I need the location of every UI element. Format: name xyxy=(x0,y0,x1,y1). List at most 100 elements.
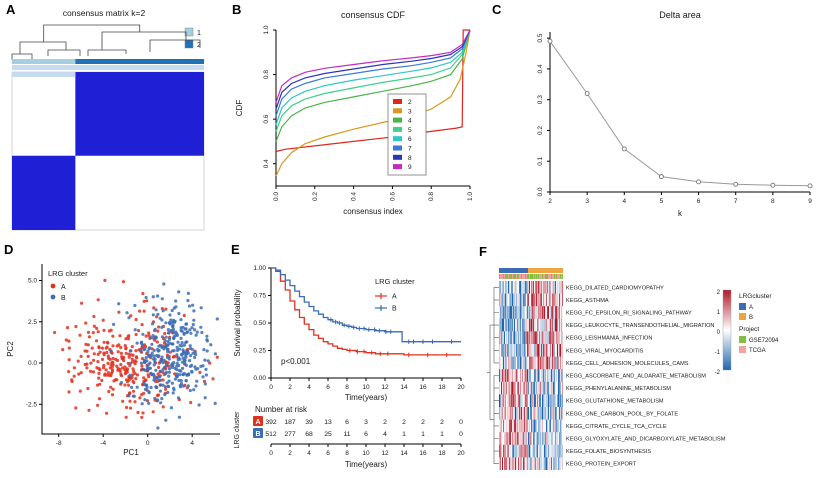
svg-text:8: 8 xyxy=(771,198,775,205)
svg-text:6: 6 xyxy=(326,450,330,457)
svg-text:KEGG_LEISHMANIA_INFECTION: KEGG_LEISHMANIA_INFECTION xyxy=(566,336,652,342)
consensus-cdf-plot: consensus CDF 0.4 0.6 0.8 1.0 0.0 0.2 0.4 0.6 0.8… xyxy=(235,10,474,216)
svg-text:4: 4 xyxy=(383,431,387,438)
svg-text:0: 0 xyxy=(269,384,273,391)
svg-text:KEGG_PROTEIN_EXPORT: KEGG_PROTEIN_EXPORT xyxy=(566,462,637,468)
svg-text:2.5: 2.5 xyxy=(28,319,37,326)
svg-text:0.8: 0.8 xyxy=(428,192,435,201)
svg-text:2: 2 xyxy=(440,419,444,426)
svg-text:consensus CDF: consensus CDF xyxy=(341,10,406,20)
svg-text:KEGG_ASCORBATE_AND_ALDARATE_ME: KEGG_ASCORBATE_AND_ALDARATE_METABOLISM xyxy=(566,374,706,380)
svg-text:12: 12 xyxy=(381,384,389,391)
svg-text:2: 2 xyxy=(288,384,292,391)
svg-text:B: B xyxy=(61,295,66,302)
svg-text:5: 5 xyxy=(408,127,412,134)
svg-text:KEGG_GLYOXYLATE_AND_DICARBOXYL: KEGG_GLYOXYLATE_AND_DICARBOXYLATE_METABO… xyxy=(566,437,726,443)
svg-text:18: 18 xyxy=(438,384,446,391)
svg-text:0.2: 0.2 xyxy=(312,192,319,201)
svg-text:6: 6 xyxy=(364,431,368,438)
svg-text:5.0: 5.0 xyxy=(28,278,37,285)
svg-text:9: 9 xyxy=(408,164,412,171)
svg-text:12: 12 xyxy=(381,450,389,457)
svg-text:187: 187 xyxy=(284,419,296,426)
svg-text:0.1: 0.1 xyxy=(537,156,544,165)
svg-text:-2: -2 xyxy=(715,370,721,376)
svg-text:A: A xyxy=(61,284,66,291)
svg-text:1.0: 1.0 xyxy=(467,192,474,201)
svg-text:-4: -4 xyxy=(100,440,106,447)
svg-text:0.50: 0.50 xyxy=(253,320,266,327)
svg-text:6: 6 xyxy=(326,384,330,391)
svg-text:consensus index: consensus index xyxy=(343,207,403,216)
svg-text:4: 4 xyxy=(307,384,311,391)
svg-text:1: 1 xyxy=(197,30,201,37)
svg-text:4: 4 xyxy=(622,198,626,205)
svg-text:1: 1 xyxy=(402,431,406,438)
svg-text:LRG cluster: LRG cluster xyxy=(48,269,88,278)
panel-f-pathway-heatmap: F KEGG_DILATED_CARDIOMYOPATHY KEGG_ASTHMA… xyxy=(477,244,824,476)
panel-c-delta-area: C Delta area 0.0 0.1 0.2 0.3 0.4 0.5 2 3 4 5 6 7 8 9 k xyxy=(490,2,824,240)
svg-text:18: 18 xyxy=(438,450,446,457)
svg-text:KEGG_LEUKOCYTE_TRANSENDOTHELIA: KEGG_LEUKOCYTE_TRANSENDOTHELIAL_MIGRATIO… xyxy=(566,323,714,329)
svg-text:7: 7 xyxy=(408,146,412,153)
svg-text:KEGG_GLUTATHIONE_METABOLISM: KEGG_GLUTATHIONE_METABOLISM xyxy=(566,399,664,405)
panel-label-a: A xyxy=(6,2,16,17)
svg-text:-1: -1 xyxy=(715,350,721,356)
svg-text:8: 8 xyxy=(408,155,412,162)
panel-a-consensus-matrix: A consensus matrix k=2 1 2 xyxy=(4,2,228,240)
svg-text:16: 16 xyxy=(419,384,427,391)
svg-text:0.4: 0.4 xyxy=(537,64,544,73)
pathway-heatmap-canvas xyxy=(499,268,563,470)
svg-text:3: 3 xyxy=(364,419,368,426)
svg-text:A: A xyxy=(255,419,260,426)
svg-text:3: 3 xyxy=(585,198,589,205)
svg-text:14: 14 xyxy=(400,384,408,391)
svg-text:20: 20 xyxy=(457,384,465,391)
svg-text:Time(years): Time(years) xyxy=(345,393,388,402)
svg-text:0.4: 0.4 xyxy=(351,192,358,201)
svg-text:4: 4 xyxy=(408,118,412,125)
svg-text:277: 277 xyxy=(284,431,296,438)
panel-e-survival: E 0.00 0.25 0.50 0.75 1.00 0 2 4 6 8 10 12 14 16 18 20 S… xyxy=(229,242,475,476)
svg-text:LRGcluster: LRGcluster xyxy=(739,293,772,300)
svg-text:10: 10 xyxy=(362,384,370,391)
svg-text:Number at risk: Number at risk xyxy=(255,405,308,414)
panel-d-pca-scatter: D -8 -4 0 4 -2.5 0.0 2.5 5.0 PC1 PC2 LRG cluster A B xyxy=(2,242,230,476)
svg-text:0.3: 0.3 xyxy=(537,95,544,104)
svg-text:0: 0 xyxy=(459,431,463,438)
svg-text:25: 25 xyxy=(324,431,332,438)
panel-b-consensus-cdf: B consensus CDF 0.4 0.6 0.8 1.0 0.0 0.2 0.4 0.6 0… xyxy=(230,2,482,240)
svg-text:Time(years): Time(years) xyxy=(345,460,388,469)
svg-text:392: 392 xyxy=(265,419,277,426)
svg-text:8: 8 xyxy=(345,450,349,457)
svg-text:0.6: 0.6 xyxy=(263,114,270,123)
svg-text:0.75: 0.75 xyxy=(253,293,266,300)
svg-text:0: 0 xyxy=(269,450,273,457)
svg-text:consensus matrix k=2: consensus matrix k=2 xyxy=(63,8,146,18)
svg-text:0: 0 xyxy=(459,419,463,426)
svg-text:0.00: 0.00 xyxy=(253,375,266,382)
svg-text:14: 14 xyxy=(400,450,408,457)
svg-text:B: B xyxy=(749,315,753,321)
pca-scatter-plot: -8 -4 0 4 -2.5 0.0 2.5 5.0 PC1 PC2 LRG cluster AB xyxy=(6,264,220,457)
pathway-heatmap-plot: KEGG_DILATED_CARDIOMYOPATHY KEGG_ASTHMA KE… xyxy=(487,285,779,468)
svg-text:1.00: 1.00 xyxy=(253,265,266,272)
svg-text:0.6: 0.6 xyxy=(389,192,396,201)
svg-text:0.0: 0.0 xyxy=(28,360,37,367)
svg-text:0: 0 xyxy=(146,440,150,447)
panel-label-d: D xyxy=(4,242,14,257)
svg-text:0: 0 xyxy=(717,330,721,336)
panel-label-f: F xyxy=(479,244,487,259)
svg-text:KEGG_FOLATE_BIOSYNTHESIS: KEGG_FOLATE_BIOSYNTHESIS xyxy=(566,449,651,455)
svg-text:Delta area: Delta area xyxy=(659,10,701,20)
svg-text:2: 2 xyxy=(402,419,406,426)
svg-text:KEGG_PHENYLALANINE_METABOLISM: KEGG_PHENYLALANINE_METABOLISM xyxy=(566,386,671,392)
svg-text:10: 10 xyxy=(362,450,370,457)
svg-text:B: B xyxy=(255,431,260,438)
svg-text:Project: Project xyxy=(739,326,759,333)
svg-text:LRG cluster: LRG cluster xyxy=(234,411,241,449)
svg-text:PC1: PC1 xyxy=(123,448,139,457)
svg-text:0.2: 0.2 xyxy=(537,126,544,135)
svg-text:CDF: CDF xyxy=(235,100,244,117)
svg-text:1.0: 1.0 xyxy=(263,25,270,34)
